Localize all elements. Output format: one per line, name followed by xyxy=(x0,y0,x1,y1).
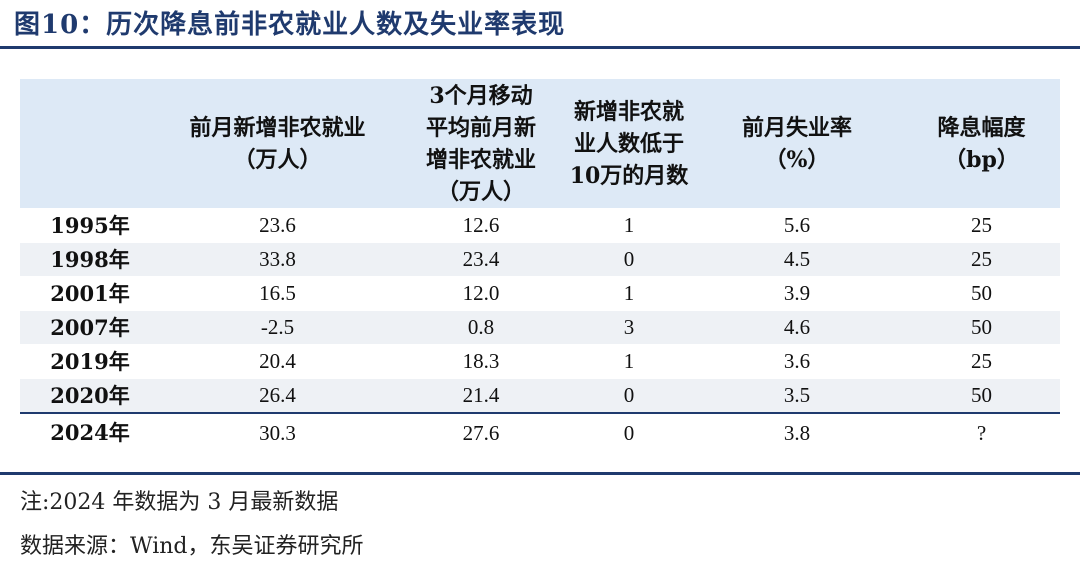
cell-rate-cut-size: 50 xyxy=(971,383,992,407)
cell-year: 2020年 xyxy=(50,383,130,408)
table-row: 2020年 26.4 21.4 0 3.5 50 xyxy=(20,378,1060,412)
cell-year: 2024年 xyxy=(50,420,130,445)
cell-year: 1998年 xyxy=(50,247,130,272)
cell-unemployment-rate: 3.6 xyxy=(783,349,811,373)
cell-year: 2007年 xyxy=(50,315,130,340)
cell-rate-cut-size: 25 xyxy=(971,349,992,373)
cell-unemployment-rate: 4.5 xyxy=(783,247,811,271)
top-rule xyxy=(0,46,1080,49)
table-row: 1998年 33.8 23.4 0 4.5 25 xyxy=(20,242,1060,276)
cell-rate-cut-size: ? xyxy=(976,421,987,445)
header-year xyxy=(20,79,160,208)
bottom-rule xyxy=(0,472,1080,475)
table-row: 1995年 23.6 12.6 1 5.6 25 xyxy=(20,208,1060,242)
cell-3m-avg-payrolls: 23.4 xyxy=(462,247,500,271)
cell-months-below-100k: 1 xyxy=(623,281,635,305)
figure-title: 图10：历次降息前非农就业人数及失业率表现 xyxy=(14,10,566,40)
cell-prev-month-payrolls: 30.3 xyxy=(259,421,296,445)
cell-months-below-100k: 3 xyxy=(623,315,635,339)
cell-3m-avg-payrolls: 12.0 xyxy=(462,281,500,305)
cell-months-below-100k: 0 xyxy=(623,383,635,407)
footnote: 注:2024 年数据为 3 月最新数据 xyxy=(20,490,339,515)
cell-3m-avg-payrolls: 18.3 xyxy=(462,349,500,373)
cell-3m-avg-payrolls: 0.8 xyxy=(467,315,495,339)
source-note: 数据来源：Wind，东吴证券研究所 xyxy=(20,534,364,559)
table-row: 2019年 20.4 18.3 1 3.6 25 xyxy=(20,344,1060,378)
cell-unemployment-rate: 3.8 xyxy=(783,421,811,445)
cell-unemployment-rate: 4.6 xyxy=(783,315,811,339)
cell-prev-month-payrolls: 16.5 xyxy=(259,281,296,305)
cell-unemployment-rate: 3.5 xyxy=(783,383,811,407)
cell-unemployment-rate: 5.6 xyxy=(783,213,811,237)
cell-3m-avg-payrolls: 27.6 xyxy=(462,421,500,445)
table-row: 2007年 -2.5 0.8 3 4.6 50 xyxy=(20,310,1060,344)
cell-months-below-100k: 1 xyxy=(623,213,635,237)
cell-prev-month-payrolls: -2.5 xyxy=(260,315,295,339)
cell-unemployment-rate: 3.9 xyxy=(783,281,811,305)
cell-prev-month-payrolls: 33.8 xyxy=(259,247,296,271)
header-months-below-100k: 新增非农就 业人数低于 10万的月数 xyxy=(569,98,689,189)
cell-year: 2001年 xyxy=(50,281,130,306)
cell-rate-cut-size: 25 xyxy=(971,213,992,237)
cell-year: 1995年 xyxy=(50,213,130,238)
cell-prev-month-payrolls: 20.4 xyxy=(259,349,296,373)
cell-months-below-100k: 1 xyxy=(623,349,635,373)
cell-months-below-100k: 0 xyxy=(623,421,635,445)
cell-3m-avg-payrolls: 12.6 xyxy=(462,213,500,237)
header-3m-avg-payrolls: 3个月移动 平均前月新 增非农就业 （万人） xyxy=(425,82,536,205)
header-unemployment-rate: 前月失业率 （%） xyxy=(741,114,852,173)
cell-months-below-100k: 0 xyxy=(623,247,635,271)
table-row: 2001年 16.5 12.0 1 3.9 50 xyxy=(20,276,1060,310)
data-table: 前月新增非农就业 （万人） 3个月移动 平均前月新 增非农就业 （万人） 新增非… xyxy=(20,79,1060,452)
cell-rate-cut-size: 50 xyxy=(971,315,992,339)
header-rate-cut-size: 降息幅度 （bp） xyxy=(937,114,1026,173)
cell-prev-month-payrolls: 23.6 xyxy=(259,213,296,237)
header-prev-month-payrolls: 前月新增非农就业 （万人） xyxy=(189,114,366,173)
table-row: 2024年 30.3 27.6 0 3.8? xyxy=(20,412,1060,452)
cell-year: 2019年 xyxy=(50,349,130,374)
cell-3m-avg-payrolls: 21.4 xyxy=(462,383,500,407)
cell-prev-month-payrolls: 26.4 xyxy=(259,383,296,407)
cell-rate-cut-size: 50 xyxy=(971,281,992,305)
cell-rate-cut-size: 25 xyxy=(971,247,992,271)
table-header: 前月新增非农就业 （万人） 3个月移动 平均前月新 增非农就业 （万人） 新增非… xyxy=(20,79,1060,208)
